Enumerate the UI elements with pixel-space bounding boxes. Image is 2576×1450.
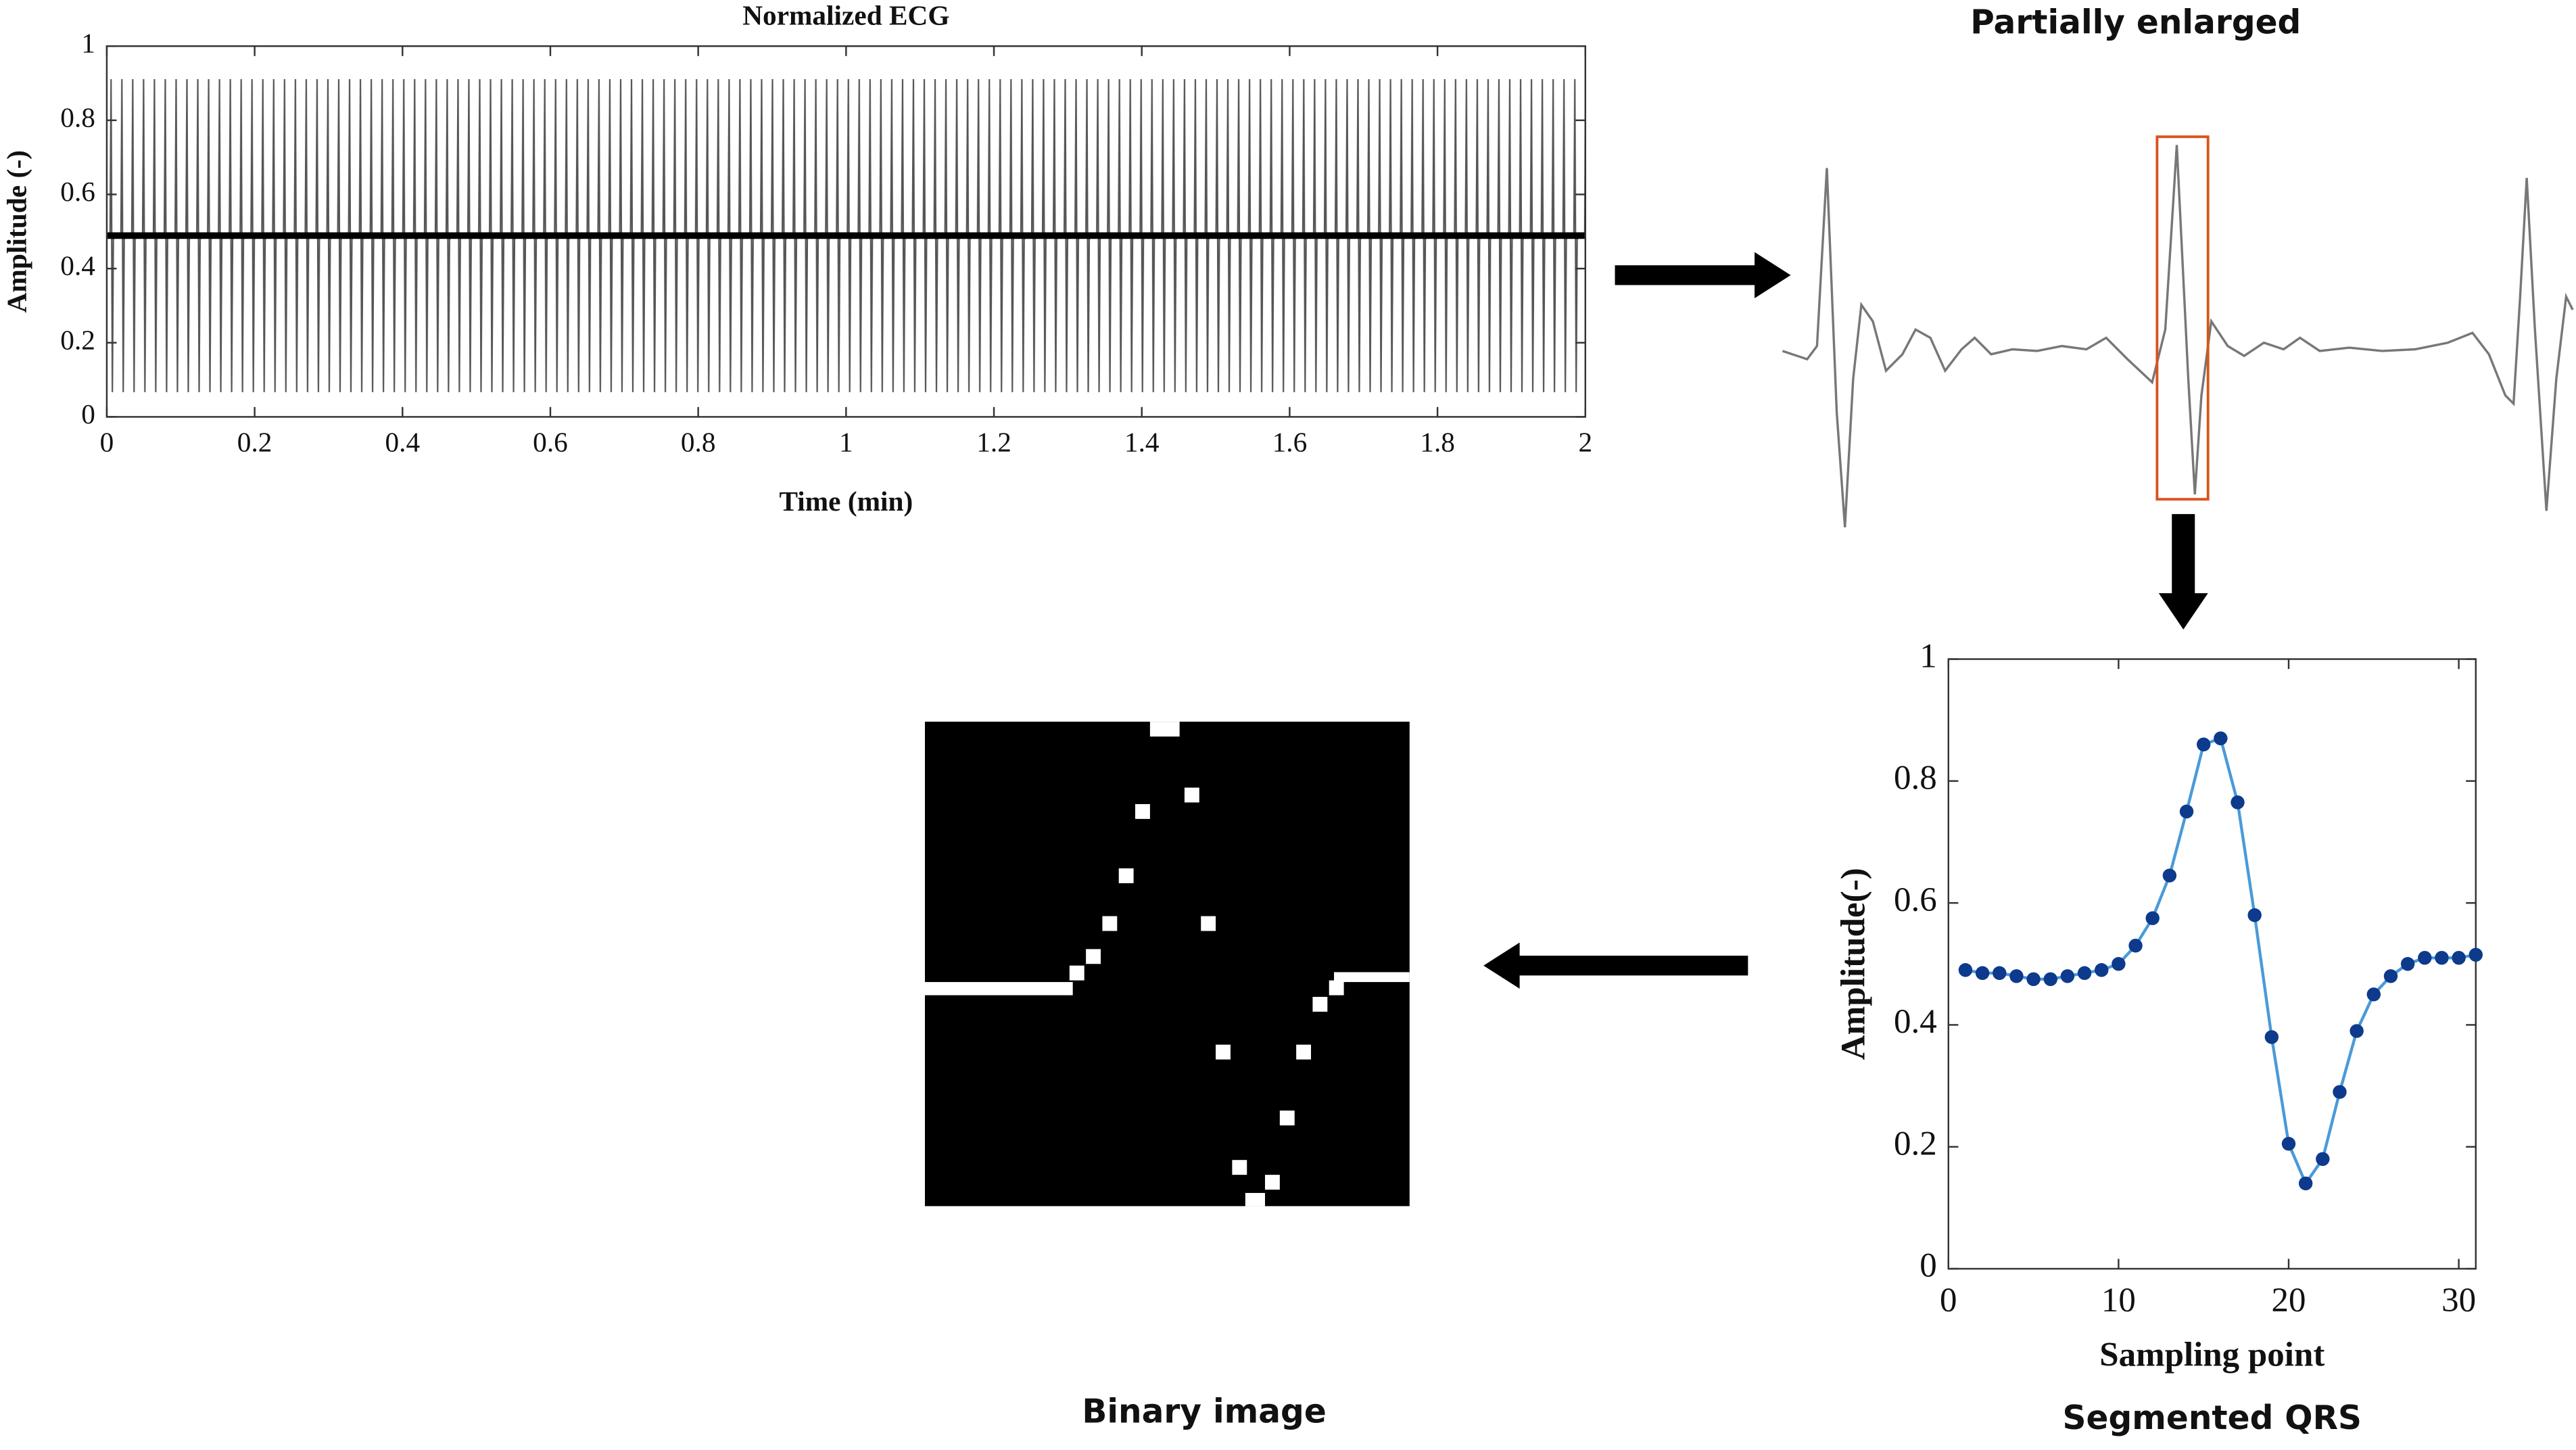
data-point [2383,969,2398,983]
data-point [2060,969,2075,983]
x-tick-label: 1.8 [1420,426,1455,457]
panel-title: Binary image [1082,1393,1326,1430]
x-tick-label: 0 [1940,1281,1957,1319]
x-tick-label: 0 [100,426,114,457]
y-tick-label: 0.4 [1894,1002,1937,1041]
data-point [2197,737,2211,751]
data-point [2128,938,2143,953]
x-axis-label: Time (min) [780,486,913,517]
x-tick-label: 1.4 [1124,426,1160,457]
data-point [2452,951,2466,965]
x-tick-label: 0.4 [385,426,420,457]
data-point [2366,987,2381,1002]
arrow [1483,942,1748,989]
x-tick-label: 10 [2101,1281,2136,1319]
ecg-segment [1782,145,2574,528]
y-tick-label: 0.6 [1894,881,1937,919]
x-axis-label: Sampling point [2099,1335,2324,1374]
data-point [1958,963,1973,977]
x-tick-label: 1 [839,426,853,457]
data-point [2162,868,2177,883]
y-tick-label: 0.6 [60,176,95,207]
data-point [2400,957,2415,971]
y-axis-label: Amplitude(-) [1834,868,1872,1060]
arrow [1615,252,1791,298]
data-point [2298,1176,2313,1191]
chart-title: Normalized ECG [742,0,949,30]
data-point [2281,1136,2296,1151]
y-tick-label: 0.2 [1894,1124,1937,1163]
data-point [2468,948,2483,962]
x-tick-label: 1.2 [976,426,1011,457]
y-tick-label: 1 [81,28,95,59]
y-tick-label: 0.8 [1894,759,1937,797]
data-point [2026,972,2041,987]
data-point [2418,951,2432,965]
data-point [1993,966,2007,981]
x-tick-label: 2 [1578,426,1592,457]
y-tick-label: 1 [1919,636,1937,675]
data-point [2214,731,2228,745]
x-tick-label: 20 [2272,1281,2306,1319]
y-tick-label: 0 [81,398,95,429]
selection-box [2155,135,2210,501]
data-point [2043,972,2057,987]
x-tick-label: 1.6 [1272,426,1308,457]
data-point [2333,1085,2347,1099]
data-point [2231,795,2245,810]
x-tick-label: 30 [2441,1281,2476,1319]
binary-image [925,722,1410,1207]
plot-frame [1947,658,2477,1270]
chart-title: Segmented QRS [2063,1399,2362,1437]
data-point [2350,1024,2364,1038]
data-point [2247,908,2262,922]
y-tick-label: 0.2 [60,324,95,355]
series-line [1965,736,2477,1187]
ecg-waveform [106,66,1585,417]
data-point [2264,1030,2279,1044]
data-point [2145,911,2160,925]
arrow [2158,514,2208,630]
data-point [2095,963,2109,977]
data-point [2009,969,2024,983]
x-tick-label: 0.6 [533,426,568,457]
data-point [2077,966,2092,981]
y-tick-label: 0 [1919,1246,1937,1285]
data-point [2179,804,2194,819]
panel-title: Partially enlarged [1970,4,2301,42]
x-tick-label: 0.8 [681,426,716,457]
y-tick-label: 0.4 [60,250,95,281]
y-tick-label: 0.8 [60,101,95,133]
data-point [1975,966,1990,981]
y-axis-label: Amplitude (-) [1,150,33,312]
x-tick-label: 0.2 [237,426,272,457]
data-point [2435,951,2449,965]
data-point [2316,1152,2330,1166]
data-point [2112,957,2126,971]
